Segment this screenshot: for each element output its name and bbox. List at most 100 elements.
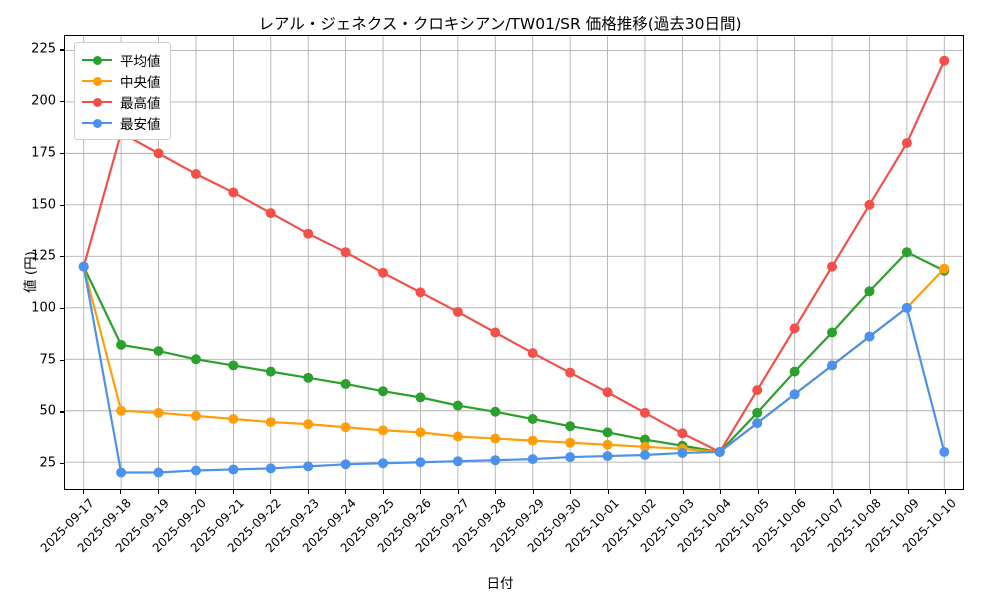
- y-axis-tick-label: 225: [31, 41, 56, 57]
- data-point: [153, 346, 164, 357]
- x-axis-tick-mark: [495, 490, 497, 494]
- x-axis-tick-mark: [682, 490, 684, 494]
- y-axis-tick-labels: 25 50 75 100 125 150 175 200 225: [0, 35, 56, 490]
- legend-marker-dot-icon: [93, 56, 102, 65]
- data-point: [602, 427, 613, 438]
- data-point: [639, 450, 650, 461]
- x-axis-tick-labels: 2025-09-17 2025-09-18 2025-09-19 2025-09-20…: [37, 496, 964, 566]
- data-point: [190, 465, 201, 476]
- y-axis-tick-label: 25: [39, 455, 56, 471]
- x-axis-tick-mark: [270, 490, 272, 494]
- data-point: [303, 372, 314, 383]
- legend-swatch: [82, 74, 112, 88]
- x-axis-tick-mark: [532, 490, 534, 494]
- data-point: [714, 446, 725, 457]
- legend-label: 最安値: [120, 116, 161, 133]
- legend-label: 中央値: [120, 74, 161, 91]
- data-point: [303, 419, 314, 430]
- data-point: [490, 327, 501, 338]
- data-point: [827, 360, 838, 371]
- data-point: [752, 385, 763, 396]
- data-point: [228, 360, 239, 371]
- legend-marker-dot-icon: [93, 119, 102, 128]
- data-point: [901, 302, 912, 313]
- y-axis-tick-label: 125: [31, 248, 56, 264]
- y-axis-tick-label: 150: [31, 197, 56, 213]
- data-point: [265, 463, 276, 474]
- data-point: [340, 422, 351, 433]
- legend-marker-dot-icon: [93, 98, 102, 107]
- data-point: [452, 400, 463, 411]
- y-axis-tick-mark: [60, 463, 64, 465]
- data-point: [415, 392, 426, 403]
- data-point: [527, 435, 538, 446]
- x-axis-tick-mark: [570, 490, 572, 494]
- data-point: [190, 354, 201, 365]
- legend-item-3[interactable]: 最高値: [82, 91, 161, 112]
- data-point: [901, 247, 912, 258]
- data-point: [340, 379, 351, 389]
- data-point: [602, 451, 613, 462]
- series-1: [78, 247, 950, 457]
- data-point: [789, 323, 800, 334]
- data-series-layer: [78, 55, 950, 478]
- data-point: [789, 366, 800, 377]
- data-point: [864, 331, 875, 342]
- data-point: [228, 414, 239, 424]
- x-axis-tick-mark: [757, 490, 759, 494]
- data-point: [378, 425, 389, 436]
- x-axis-tick-mark: [420, 490, 422, 494]
- data-point: [901, 138, 912, 149]
- legend-label: 平均値: [120, 53, 161, 70]
- data-point: [827, 261, 838, 272]
- x-axis-tick-mark: [907, 490, 909, 494]
- y-axis-tick-label: 50: [39, 403, 56, 419]
- legend-marker-dot-icon: [93, 77, 102, 86]
- x-axis-tick-marks: [64, 490, 964, 495]
- series-line: [82, 265, 946, 474]
- x-axis-tick-mark: [232, 490, 234, 494]
- data-point: [527, 348, 538, 359]
- data-point: [677, 428, 688, 439]
- legend-swatch: [82, 95, 112, 109]
- x-axis-tick-mark: [120, 490, 122, 494]
- data-point: [565, 452, 576, 463]
- legend-item-1[interactable]: 平均値: [82, 49, 161, 70]
- data-point: [415, 457, 426, 468]
- data-point: [490, 433, 501, 444]
- x-axis-tick-mark: [195, 490, 197, 494]
- legend-item-4[interactable]: 最安値: [82, 112, 161, 133]
- data-point: [939, 263, 950, 274]
- y-axis-tick-label: 100: [31, 300, 56, 316]
- x-axis-tick-mark: [382, 490, 384, 494]
- data-point: [452, 456, 463, 467]
- data-point: [939, 446, 950, 457]
- data-point: [228, 187, 239, 198]
- legend-swatch: [82, 116, 112, 130]
- data-point: [639, 441, 650, 452]
- data-point: [378, 458, 389, 469]
- data-point: [565, 367, 576, 378]
- data-point: [490, 406, 501, 417]
- data-point: [190, 410, 201, 421]
- legend-item-2[interactable]: 中央値: [82, 70, 161, 91]
- data-point: [303, 461, 314, 472]
- data-point: [265, 417, 276, 428]
- x-axis-tick-mark: [307, 490, 309, 494]
- series-3: [78, 55, 950, 457]
- chart-legend: 平均値中央値 最高値最安値: [74, 42, 171, 140]
- data-point: [378, 267, 389, 278]
- chart-title: レアル・ジェネクス・クロキシアン/TW01/SR 価格推移(過去30日間): [258, 15, 742, 33]
- data-point: [789, 389, 800, 400]
- data-point: [153, 407, 164, 418]
- y-axis-tick-mark: [60, 359, 64, 361]
- plot-area: [64, 35, 964, 490]
- legend-swatch: [82, 53, 112, 67]
- data-point: [939, 55, 950, 66]
- data-point: [153, 148, 164, 159]
- series-4: [78, 261, 950, 478]
- data-point: [639, 407, 650, 418]
- data-point: [602, 439, 613, 450]
- data-point: [752, 407, 763, 418]
